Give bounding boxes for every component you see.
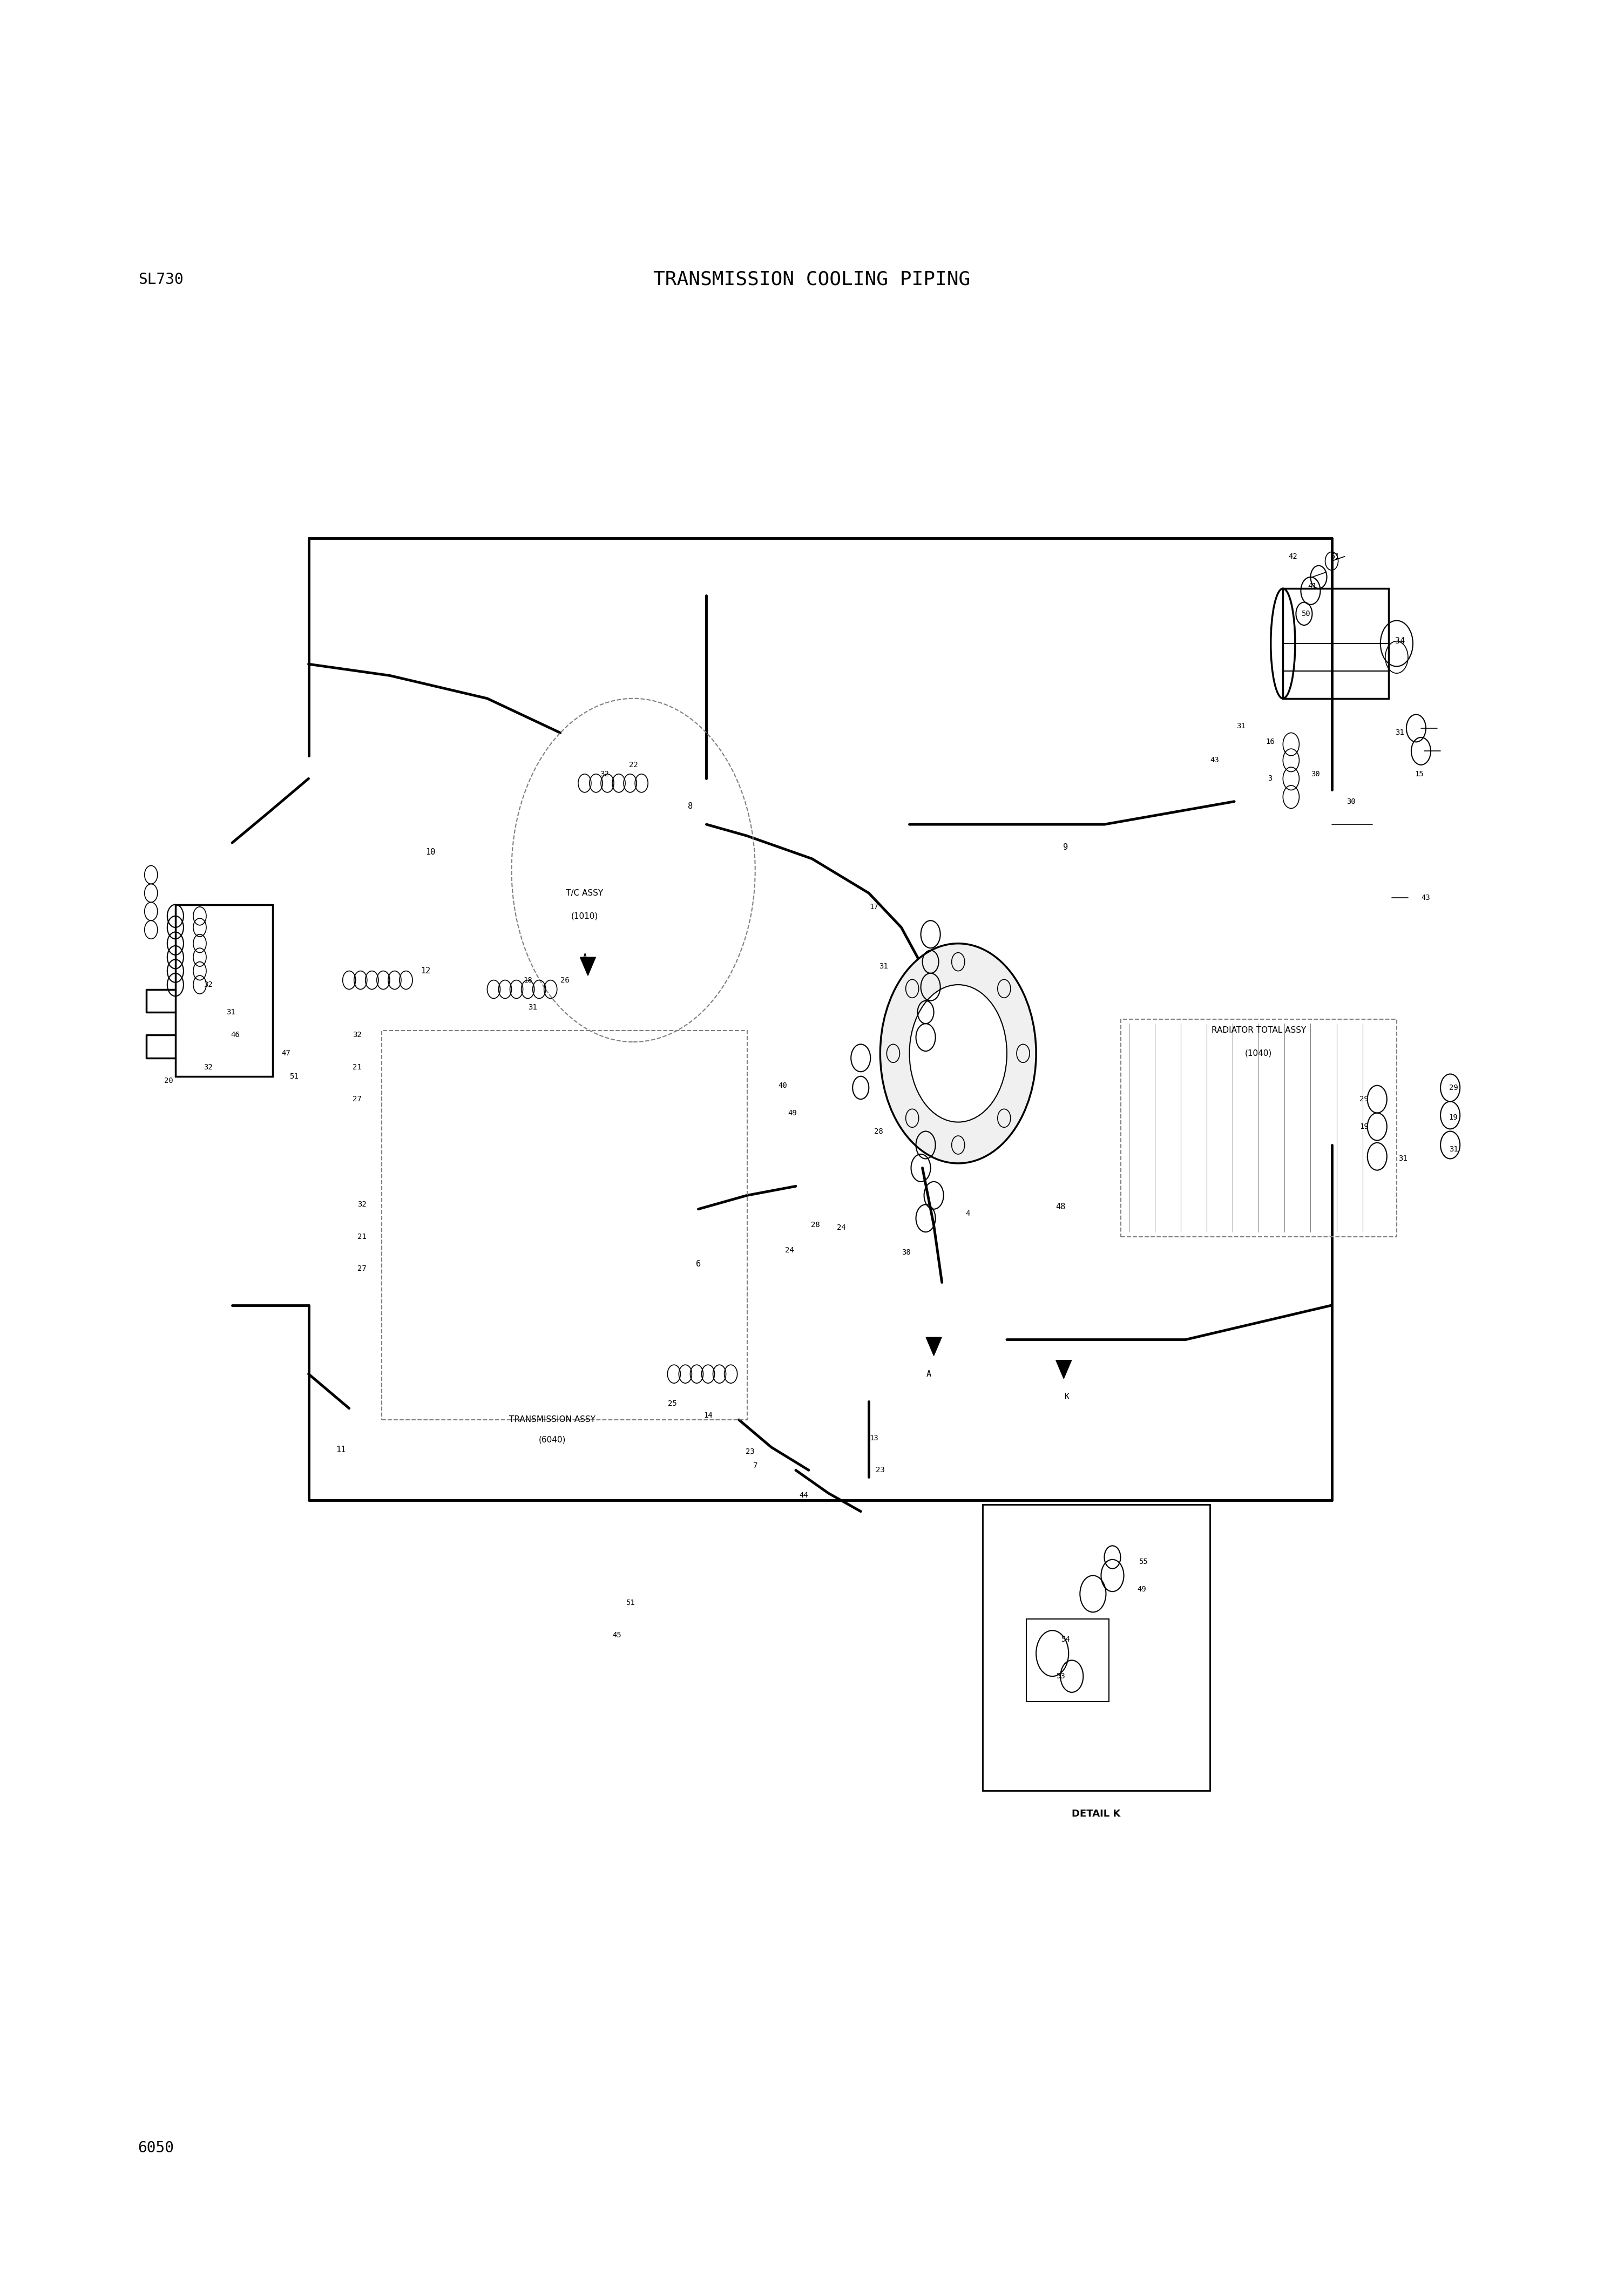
Text: 12: 12: [421, 966, 430, 976]
Text: 31: 31: [1449, 1145, 1458, 1154]
Text: 49: 49: [788, 1108, 797, 1118]
Text: 50: 50: [1301, 609, 1311, 618]
Text: 8: 8: [687, 801, 693, 811]
Text: 5: 5: [896, 1058, 900, 1067]
Text: 31: 31: [1236, 721, 1246, 731]
Text: 6: 6: [695, 1260, 702, 1269]
Text: 28: 28: [810, 1221, 820, 1230]
Text: 26: 26: [560, 976, 570, 985]
Bar: [1121, 1019, 1397, 1237]
Text: 38: 38: [901, 1248, 911, 1257]
Polygon shape: [1056, 1360, 1072, 1379]
Text: 31: 31: [226, 1008, 235, 1017]
Text: (1010): (1010): [572, 911, 598, 921]
Text: 2: 2: [1007, 1063, 1013, 1072]
Text: 40: 40: [778, 1081, 788, 1090]
Text: (1040): (1040): [1246, 1049, 1272, 1058]
Text: 32: 32: [352, 1030, 362, 1040]
Text: 53: 53: [1056, 1672, 1065, 1681]
Text: 30: 30: [1346, 797, 1356, 806]
Text: 49: 49: [1137, 1585, 1147, 1594]
Text: 41: 41: [1307, 582, 1317, 591]
Polygon shape: [580, 957, 596, 976]
Text: SL730: SL730: [138, 273, 184, 286]
Text: 25: 25: [667, 1399, 677, 1408]
Text: 48: 48: [1056, 1202, 1065, 1211]
Text: 32: 32: [357, 1200, 367, 1209]
Text: 44: 44: [799, 1491, 809, 1500]
Text: 9: 9: [1062, 843, 1069, 852]
Text: 31: 31: [879, 962, 888, 971]
Text: 23: 23: [875, 1466, 885, 1475]
Text: TRANSMISSION ASSY: TRANSMISSION ASSY: [508, 1415, 596, 1424]
Text: 32: 32: [203, 980, 213, 989]
Text: 31: 31: [528, 1003, 538, 1012]
Text: 4: 4: [966, 1209, 970, 1218]
Text: (6040): (6040): [539, 1436, 565, 1445]
Text: 30: 30: [1311, 769, 1320, 779]
Text: 10: 10: [425, 847, 435, 856]
Text: 51: 51: [1330, 552, 1340, 561]
Text: 31: 31: [1398, 1154, 1408, 1163]
Text: 32: 32: [599, 769, 609, 779]
Text: DETAIL K: DETAIL K: [1072, 1809, 1121, 1818]
Text: 19: 19: [1449, 1113, 1458, 1122]
Text: 24: 24: [784, 1246, 794, 1255]
Text: 29: 29: [1359, 1095, 1369, 1104]
Text: TRANSMISSION COOLING PIPING: TRANSMISSION COOLING PIPING: [653, 270, 971, 289]
Text: 18: 18: [523, 976, 533, 985]
Text: 19: 19: [1359, 1122, 1369, 1131]
Bar: [175, 905, 273, 1076]
Text: RADIATOR TOTAL ASSY: RADIATOR TOTAL ASSY: [1212, 1026, 1306, 1035]
Text: 51: 51: [625, 1598, 635, 1608]
Text: 6050: 6050: [138, 2141, 174, 2155]
Text: 43: 43: [1421, 893, 1431, 902]
Text: 20: 20: [164, 1076, 174, 1085]
Text: 23: 23: [745, 1447, 755, 1456]
Text: 55: 55: [1138, 1557, 1148, 1566]
Text: A: A: [926, 1369, 932, 1379]
Text: 54: 54: [1060, 1635, 1070, 1644]
Text: 17: 17: [869, 902, 879, 911]
Text: 21: 21: [352, 1063, 362, 1072]
Text: A: A: [581, 953, 588, 962]
Text: 32: 32: [203, 1063, 213, 1072]
Text: 13: 13: [869, 1434, 879, 1443]
Text: 15: 15: [1415, 769, 1424, 779]
Text: 46: 46: [231, 1030, 240, 1040]
Circle shape: [880, 943, 1036, 1163]
Bar: [1283, 589, 1389, 698]
Text: 24: 24: [836, 1223, 846, 1232]
Polygon shape: [926, 1337, 942, 1356]
Text: 43: 43: [1210, 756, 1220, 765]
Text: 27: 27: [352, 1095, 362, 1104]
Text: 31: 31: [1395, 728, 1405, 737]
Bar: [983, 1505, 1210, 1791]
Text: 47: 47: [281, 1049, 291, 1058]
Circle shape: [909, 985, 1007, 1122]
Text: 34: 34: [1395, 637, 1405, 646]
Text: 21: 21: [357, 1232, 367, 1241]
Bar: [382, 1030, 747, 1420]
Text: 42: 42: [1288, 552, 1298, 561]
Text: K: K: [1064, 1392, 1070, 1401]
Text: 16: 16: [1265, 737, 1275, 747]
Text: 11: 11: [336, 1445, 346, 1454]
Text: 45: 45: [612, 1630, 622, 1640]
Text: 22: 22: [628, 760, 638, 769]
Text: 7: 7: [754, 1461, 757, 1470]
Text: 39: 39: [918, 1021, 927, 1030]
Text: 29: 29: [1449, 1083, 1458, 1092]
Text: 14: 14: [703, 1411, 713, 1420]
Text: T/C ASSY: T/C ASSY: [567, 889, 603, 898]
Text: 28: 28: [874, 1127, 883, 1136]
Text: 51: 51: [289, 1072, 299, 1081]
Text: 3: 3: [1268, 774, 1272, 783]
Text: 27: 27: [357, 1264, 367, 1273]
